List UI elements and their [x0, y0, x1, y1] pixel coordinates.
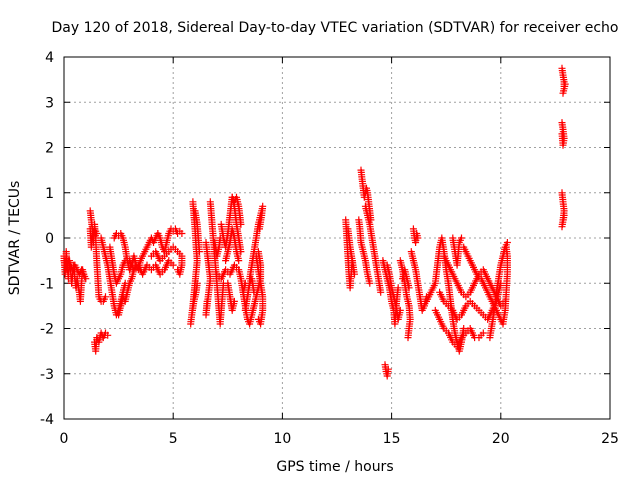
data-point-cluster	[355, 216, 374, 287]
y-tick-label: -1	[40, 276, 54, 292]
data-point-cluster	[91, 329, 112, 355]
data-point-cluster	[407, 248, 430, 314]
axis-ticks: 0 5 10 15 20 25 -4 -3 -2 -1 0 1 2 3 4	[40, 50, 619, 447]
y-tick-label: -3	[40, 367, 54, 383]
y-tick-label: 1	[45, 186, 54, 202]
data-point-cluster	[211, 234, 224, 260]
data-point-cluster	[558, 64, 569, 97]
y-tick-label: 2	[45, 141, 54, 157]
grid	[63, 56, 611, 420]
y-tick-label: -4	[40, 412, 54, 428]
y-tick-label: 3	[45, 95, 54, 111]
data-point-cluster	[60, 257, 88, 278]
data-point-cluster	[106, 243, 129, 287]
data-point-cluster	[60, 248, 90, 305]
data-point-cluster	[246, 202, 267, 283]
data-point-cluster	[558, 189, 568, 231]
x-tick-label: 5	[169, 431, 178, 447]
data-point-cluster	[381, 361, 392, 380]
x-axis-label: GPS time / hours	[276, 459, 393, 475]
data-point-cluster	[191, 207, 203, 256]
y-tick-label: 0	[45, 231, 54, 247]
data-point-cluster	[431, 306, 487, 351]
data-point-cluster	[224, 279, 238, 314]
y-tick-label: 4	[45, 50, 54, 66]
data-point-cluster	[486, 239, 511, 342]
data-point-cluster	[126, 257, 177, 278]
data-point-cluster	[383, 261, 404, 323]
data-point-cluster	[344, 225, 358, 278]
data-point-cluster	[558, 119, 568, 149]
y-axis-label: SDTVAR / TECUs	[7, 181, 23, 296]
x-tick-label: 10	[273, 431, 291, 447]
data-point-cluster	[361, 202, 385, 296]
data-point-cluster	[409, 225, 422, 246]
chart-title: Day 120 of 2018, Sidereal Day-to-day VTE…	[52, 20, 619, 36]
data-series-sdtvar	[60, 64, 569, 380]
data-point-cluster	[399, 266, 413, 292]
data-point-cluster	[86, 225, 101, 251]
data-point-cluster	[222, 225, 243, 265]
y-tick-label: -2	[40, 322, 54, 338]
data-point-cluster	[202, 239, 214, 319]
x-tick-label: 0	[60, 431, 69, 447]
data-point-cluster	[154, 225, 186, 256]
data-point-cluster	[449, 234, 465, 269]
x-tick-label: 15	[383, 431, 401, 447]
data-point-cluster	[252, 252, 267, 328]
data-point-cluster	[228, 193, 245, 228]
data-point-cluster	[460, 243, 511, 328]
data-point-cluster	[147, 243, 186, 278]
x-tick-label: 20	[492, 431, 510, 447]
x-tick-label: 25	[601, 431, 619, 447]
